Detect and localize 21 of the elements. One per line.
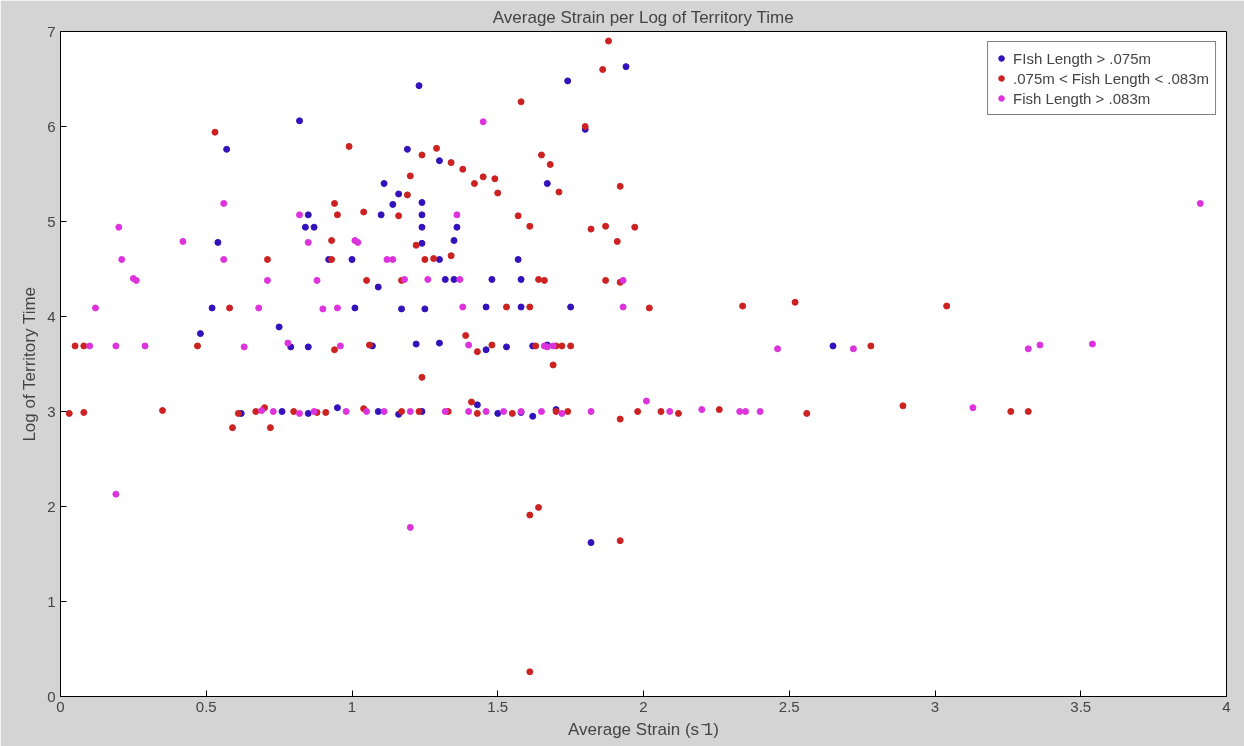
x-tick-label: 0.5 bbox=[195, 697, 217, 715]
legend-label: .075m < Fish Length < .083m bbox=[1013, 69, 1209, 87]
x-tick-label: 2.5 bbox=[778, 697, 800, 715]
x-tick-label: 1.5 bbox=[487, 697, 509, 715]
y-tick-label: 7 bbox=[47, 22, 56, 40]
x-tick-label: 1 bbox=[347, 697, 357, 715]
y-tick-label: 1 bbox=[47, 592, 56, 610]
x-tick-label: 2 bbox=[639, 697, 648, 715]
x-tick-label: 4 bbox=[1222, 697, 1231, 715]
x-tick-label: 3 bbox=[930, 697, 940, 715]
x-tick-label: 3.5 bbox=[1070, 697, 1092, 715]
legend-label: Fish Length > .083m bbox=[1013, 89, 1151, 107]
y-tick-label: 3 bbox=[47, 402, 56, 420]
y-tick-label: 6 bbox=[47, 117, 56, 135]
x-axis-title: Average Strain (s ̄1) bbox=[568, 719, 719, 739]
y-tick-label: 4 bbox=[47, 307, 56, 325]
y-tick-label: 5 bbox=[47, 212, 56, 230]
chart-title: Average Strain per Log of Territory Time bbox=[492, 7, 794, 27]
legend-label: FIsh Length > .075m bbox=[1013, 49, 1152, 67]
y-tick-label: 2 bbox=[47, 497, 56, 515]
y-axis-title: Log of Territory Time bbox=[20, 286, 40, 442]
